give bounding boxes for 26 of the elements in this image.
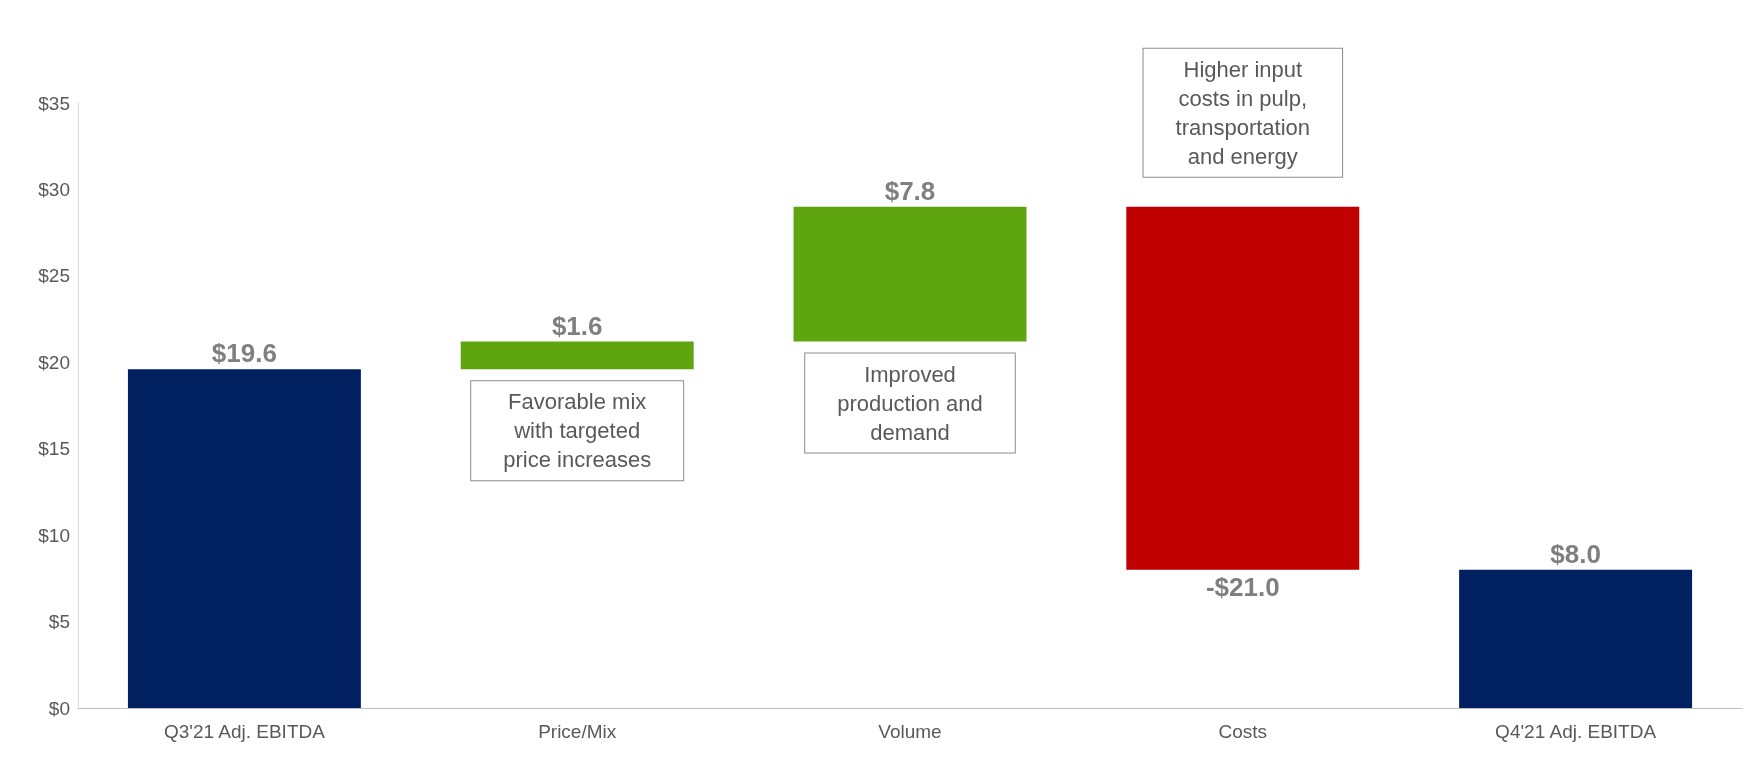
bar — [460, 341, 694, 370]
y-tick-label: $25 — [38, 265, 70, 287]
data-label: -$21.0 — [1205, 571, 1280, 602]
y-tick-label: $20 — [38, 351, 70, 373]
x-tick-label: Q4'21 Adj. EBITDA — [1495, 721, 1657, 742]
y-tick-label: $35 — [38, 92, 70, 114]
data-label: $8.0 — [1550, 538, 1601, 569]
y-tick-label: $5 — [48, 611, 70, 633]
x-tick-label: Costs — [1218, 721, 1268, 742]
data-label: $7.8 — [884, 175, 936, 206]
bar — [1126, 206, 1360, 570]
annotation: Higher input costs in pulp, transportation and energy — [1175, 56, 1311, 169]
y-tick-label: $0 — [48, 697, 70, 719]
y-tick-label: $10 — [38, 524, 70, 546]
data-label: $1.6 — [551, 310, 603, 341]
x-tick-label: Q3'21 Adj. EBITDA — [163, 721, 326, 742]
y-tick-label: $30 — [38, 178, 70, 200]
bar — [793, 206, 1027, 342]
data-label: $19.6 — [211, 338, 277, 369]
y-tick-label: $15 — [38, 438, 70, 460]
x-tick-label: Price/Mix — [538, 721, 617, 742]
bar — [1459, 569, 1693, 708]
annotation: Improved production and demand — [837, 361, 983, 445]
annotation: Favorable mix with targeted price increases — [503, 389, 652, 473]
x-tick-label: Volume — [878, 721, 942, 742]
bar — [127, 369, 361, 708]
